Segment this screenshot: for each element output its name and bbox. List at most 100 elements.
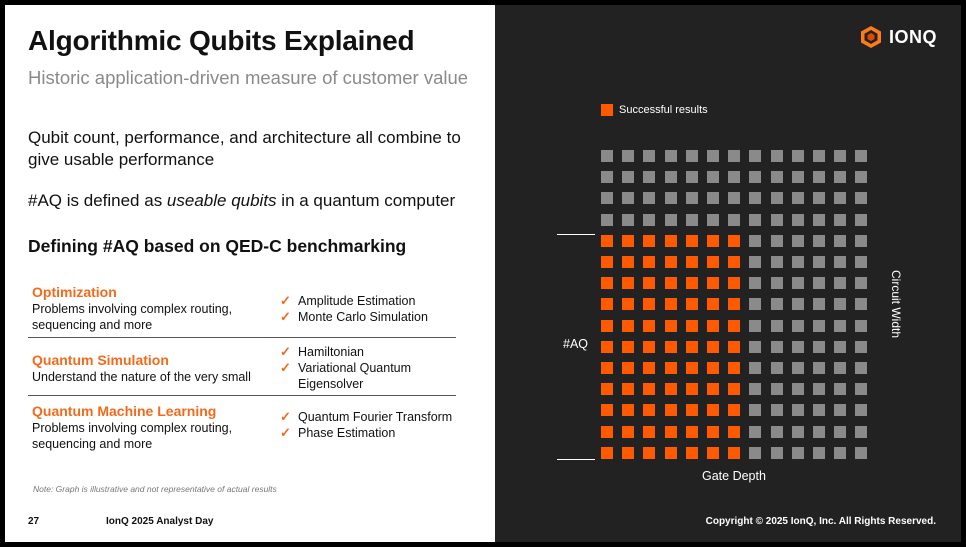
grid-cell-empty [770,404,783,417]
aq-top-marker [557,234,595,235]
benchmark-row-ml: Quantum Machine Learning Problems involv… [28,396,456,456]
benchmark-item: ✓ Variational Quantum Eigensolver [280,360,470,392]
grid-cell-empty [791,425,804,438]
grid-cell-success [707,425,719,438]
grid-cell-empty [622,171,635,184]
grid-cell-empty [834,425,847,438]
section-heading: Defining #AQ based on QED-C benchmarking [28,236,407,256]
page-subtitle: Historic application-driven measure of c… [28,67,469,88]
grid-cell-empty [770,340,783,353]
grid-cell-success [707,362,719,374]
grid-cell-empty [791,362,804,374]
grid-cell-success [707,340,719,353]
grid-cell-success [707,383,719,396]
aq-definition: #AQ is defined as useable qubits in a qu… [28,191,455,211]
benchmark-item: ✓ Monte Carlo Simulation [280,309,470,325]
grid-cell-empty [855,383,868,396]
grid-cell-success [728,234,741,247]
footer-event: IonQ 2025 Analyst Day [106,516,214,527]
benchmark-item-label: Amplitude Estimation [298,294,416,308]
grid-cell-success [601,256,613,268]
grid-cell-success [685,298,698,311]
grid-cell-empty [685,192,698,205]
grid-cell-empty [791,256,804,268]
grid-cell-empty [791,340,804,353]
grid-cell-empty [770,213,783,226]
grid-cell-empty [855,192,868,205]
grid-cell-success [643,404,656,417]
grid-cell-empty [855,277,868,290]
grid-cell-empty [749,446,762,459]
grid-cell-success [622,425,635,438]
grid-cell-success [664,340,677,353]
check-icon: ✓ [280,425,291,440]
grid-cell-empty [749,277,762,290]
grid-cell-empty [622,150,635,162]
grid-cell-success [622,340,635,353]
benchmark-row-description: Problems involving complex routing, sequ… [32,421,233,451]
check-icon: ✓ [280,309,291,324]
grid-cell-success [601,319,613,332]
chart-legend: Successful results [601,104,708,116]
grid-cell-success [685,234,698,247]
grid-cell-empty [664,171,677,184]
benchmark-row-items: ✓ Amplitude Estimation ✓ Monte Carlo Simul… [280,293,470,325]
grid-cell-empty [749,234,762,247]
grid-cell-success [643,446,656,459]
grid-cell-success [664,298,677,311]
grid-cell-empty [685,150,698,162]
chart-disclaimer: Note: Graph is illustrative and not repr… [33,484,277,494]
legend-swatch [601,104,613,116]
grid-cell-empty [685,213,698,226]
grid-cell-success [601,446,613,459]
intro-paragraph: Qubit count, performance, and architectu… [28,128,461,169]
grid-cell-success [728,319,741,332]
grid-cell-success [685,277,698,290]
grid-cell-success [601,298,613,311]
grid-cell-empty [707,171,719,184]
copyright: Copyright © 2025 IonQ, Inc. All Rights R… [705,516,936,527]
grid-cell-empty [749,192,762,205]
grid-cell-empty [685,171,698,184]
benchmark-item-label: Hamiltonian [298,345,365,359]
y-axis-label: Circuit Width [889,269,903,338]
benchmark-row-title: Quantum Simulation [32,352,169,368]
grid-cell-empty [664,192,677,205]
logo-wordmark: IONQ [888,26,937,47]
grid-cell-empty [834,446,847,459]
grid-cell-success [622,404,635,417]
benchmark-row-title: Quantum Machine Learning [32,403,217,419]
aq-definition-prefix: #AQ is defined as [28,191,167,210]
grid-cell-success [643,362,656,374]
grid-cell-empty [834,404,847,417]
grid-cell-empty [601,150,613,162]
grid-cell-empty [601,213,613,226]
grid-cell-empty [813,192,825,205]
grid-cell-empty [813,256,825,268]
grid-cell-success [728,298,741,311]
benchmark-row-optimization: Optimization Problems involving complex … [28,277,456,338]
grid-cell-empty [643,213,656,226]
grid-cell-success [643,298,656,311]
grid-cell-empty [855,234,868,247]
grid-cell-success [728,362,741,374]
grid-cell-empty [813,404,825,417]
grid-cell-empty [770,277,783,290]
benchmark-row-description: Understand the nature of the very small [32,370,251,384]
benchmark-item-label: Phase Estimation [298,426,396,440]
grid-cell-empty [855,150,868,162]
grid-cell-success [685,362,698,374]
right-panel: IONQ Successful results #AQ Circuit Widt… [495,5,961,542]
grid-cell-empty [855,319,868,332]
grid-cell-success [685,446,698,459]
grid-cell-success [664,277,677,290]
grid-cell-empty [855,256,868,268]
benchmark-row-left: Quantum Machine Learning Problems involv… [32,403,282,452]
page-number: 27 [28,516,40,527]
grid-cell-success [601,383,613,396]
grid-cell-empty [834,256,847,268]
grid-cell-empty [622,213,635,226]
benchmark-item-label: Monte Carlo Simulation [298,310,428,324]
aq-marker-label: #AQ [563,337,589,351]
grid-cell-success [664,383,677,396]
